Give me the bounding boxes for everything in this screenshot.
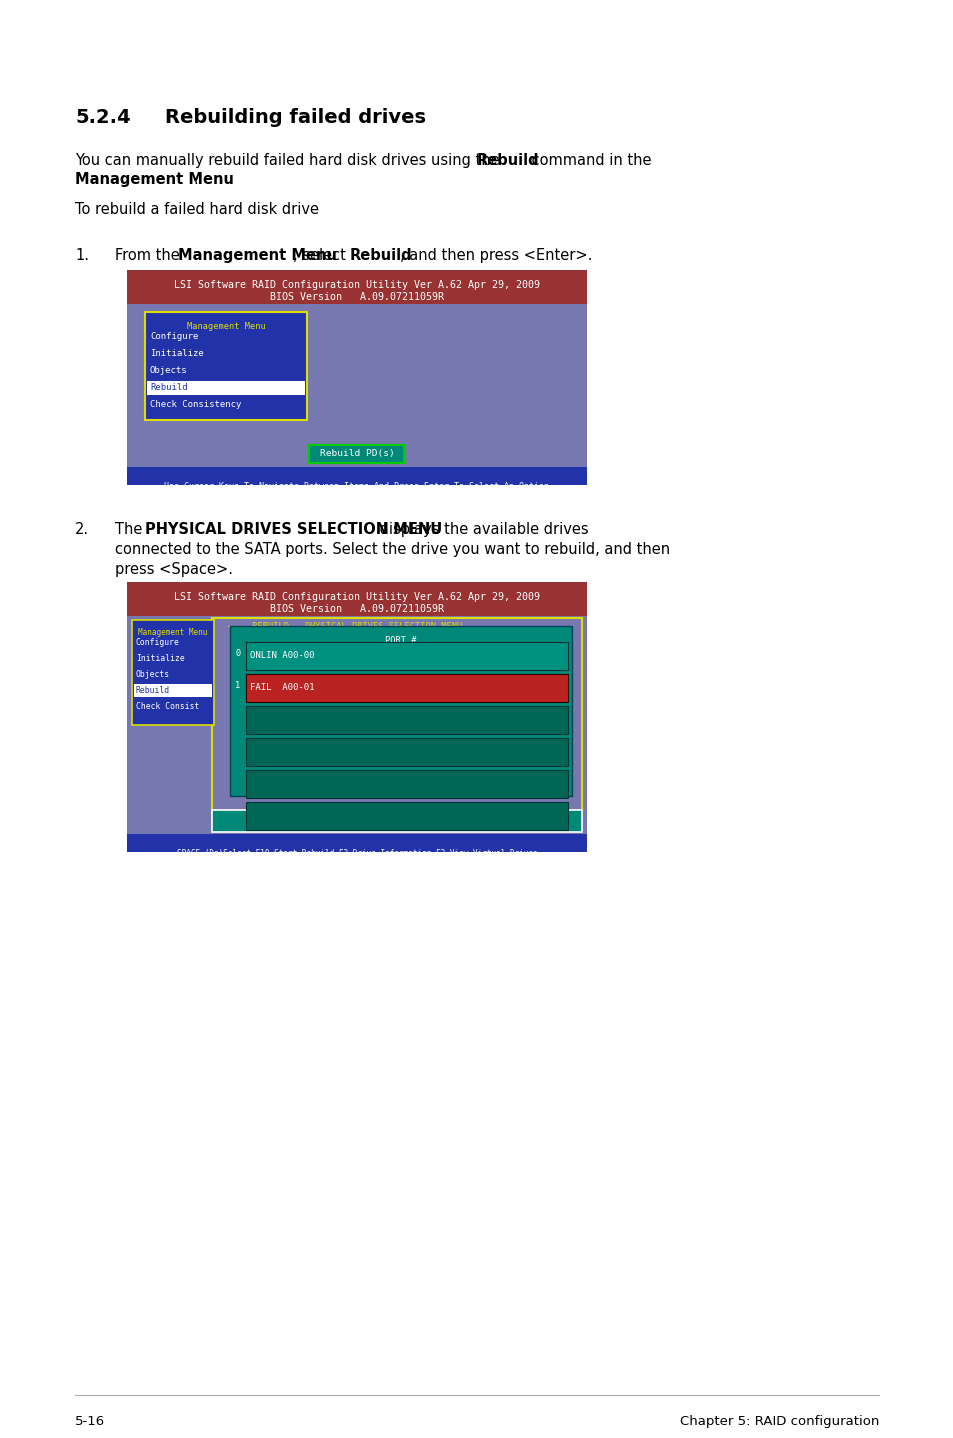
- Text: Management Menu: Management Menu: [187, 322, 265, 331]
- Bar: [127, 270, 586, 485]
- Text: .: .: [193, 173, 197, 187]
- Bar: [127, 834, 586, 851]
- Text: BIOS Version   A.09.07211059R: BIOS Version A.09.07211059R: [270, 292, 443, 302]
- Bar: [246, 802, 567, 830]
- Bar: [309, 444, 404, 463]
- Text: FAIL  A00-01: FAIL A00-01: [250, 683, 314, 693]
- Text: , and then press <Enter>.: , and then press <Enter>.: [399, 247, 592, 263]
- Text: Rebuild: Rebuild: [476, 152, 539, 168]
- Text: press <Space>.: press <Space>.: [115, 562, 233, 577]
- Bar: [246, 769, 567, 798]
- Text: command in the: command in the: [526, 152, 651, 168]
- Text: 5-16: 5-16: [75, 1415, 105, 1428]
- Bar: [127, 582, 586, 615]
- Text: Configure: Configure: [150, 332, 198, 341]
- Text: Port # 1 DISK   77247MB   HDS728080PLA380   PF20A60A: Port # 1 DISK 77247MB HDS728080PLA380 PF…: [260, 817, 533, 825]
- Text: Rebuild: Rebuild: [150, 383, 188, 393]
- Text: SPACE-(De)Select,F10-Start Rebuild,F2-Drive Information,F3-View Virtual Drives: SPACE-(De)Select,F10-Start Rebuild,F2-Dr…: [176, 848, 537, 858]
- Bar: [133, 684, 212, 697]
- Bar: [132, 620, 213, 725]
- Text: 5.2.4: 5.2.4: [75, 108, 131, 127]
- Text: Objects: Objects: [136, 670, 170, 679]
- Text: To rebuild a failed hard disk drive: To rebuild a failed hard disk drive: [75, 201, 318, 217]
- Text: Initialize: Initialize: [150, 349, 204, 358]
- Bar: [127, 270, 586, 303]
- Text: Management Menu: Management Menu: [178, 247, 336, 263]
- Bar: [212, 810, 581, 833]
- Text: LSI Software RAID Configuration Utility Ver A.62 Apr 29, 2009: LSI Software RAID Configuration Utility …: [173, 280, 539, 290]
- Text: Management Menu: Management Menu: [75, 173, 233, 187]
- Text: You can manually rebuild failed hard disk drives using the: You can manually rebuild failed hard dis…: [75, 152, 504, 168]
- Bar: [246, 674, 567, 702]
- Text: ONLIN A00-00: ONLIN A00-00: [250, 651, 314, 660]
- Bar: [127, 467, 586, 485]
- Text: , select: , select: [293, 247, 350, 263]
- Bar: [246, 706, 567, 733]
- Text: 0: 0: [235, 650, 240, 659]
- Bar: [246, 641, 567, 670]
- Bar: [230, 626, 572, 797]
- Bar: [147, 381, 305, 395]
- Bar: [212, 618, 581, 815]
- Text: Initialize: Initialize: [136, 654, 185, 663]
- Bar: [145, 312, 307, 420]
- Text: 1: 1: [235, 682, 240, 690]
- Text: Objects: Objects: [150, 367, 188, 375]
- Text: displays the available drives: displays the available drives: [375, 522, 588, 536]
- Text: Check Consistency: Check Consistency: [150, 400, 241, 408]
- Text: BIOS Version   A.09.07211059R: BIOS Version A.09.07211059R: [270, 604, 443, 614]
- Text: Use Cursor Keys To Navigate Between Items And Press Enter To Select An Option: Use Cursor Keys To Navigate Between Item…: [164, 482, 549, 490]
- Text: LSI Software RAID Configuration Utility Ver A.62 Apr 29, 2009: LSI Software RAID Configuration Utility …: [173, 592, 539, 603]
- Text: The: The: [115, 522, 147, 536]
- Text: Chapter 5: RAID configuration: Chapter 5: RAID configuration: [679, 1415, 878, 1428]
- Text: -----REBUILD - PHYSICAL DRIVES SELECTION MENU-----: -----REBUILD - PHYSICAL DRIVES SELECTION…: [226, 623, 488, 631]
- Text: Rebuilding failed drives: Rebuilding failed drives: [165, 108, 426, 127]
- Text: connected to the SATA ports. Select the drive you want to rebuild, and then: connected to the SATA ports. Select the …: [115, 542, 669, 557]
- Bar: [246, 738, 567, 766]
- Text: Configure: Configure: [136, 638, 180, 647]
- Text: 2.: 2.: [75, 522, 89, 536]
- Text: 1.: 1.: [75, 247, 89, 263]
- Text: PORT #: PORT #: [385, 636, 416, 646]
- Text: Check Consist: Check Consist: [136, 702, 199, 710]
- Text: PHYSICAL DRIVES SELECTION MENU: PHYSICAL DRIVES SELECTION MENU: [145, 522, 442, 536]
- Text: Rebuild PD(s): Rebuild PD(s): [319, 449, 394, 457]
- Text: Rebuild: Rebuild: [350, 247, 413, 263]
- Bar: [127, 582, 586, 851]
- Text: Management Menu: Management Menu: [138, 628, 208, 637]
- Text: Rebuild: Rebuild: [136, 686, 170, 695]
- Text: From the: From the: [115, 247, 184, 263]
